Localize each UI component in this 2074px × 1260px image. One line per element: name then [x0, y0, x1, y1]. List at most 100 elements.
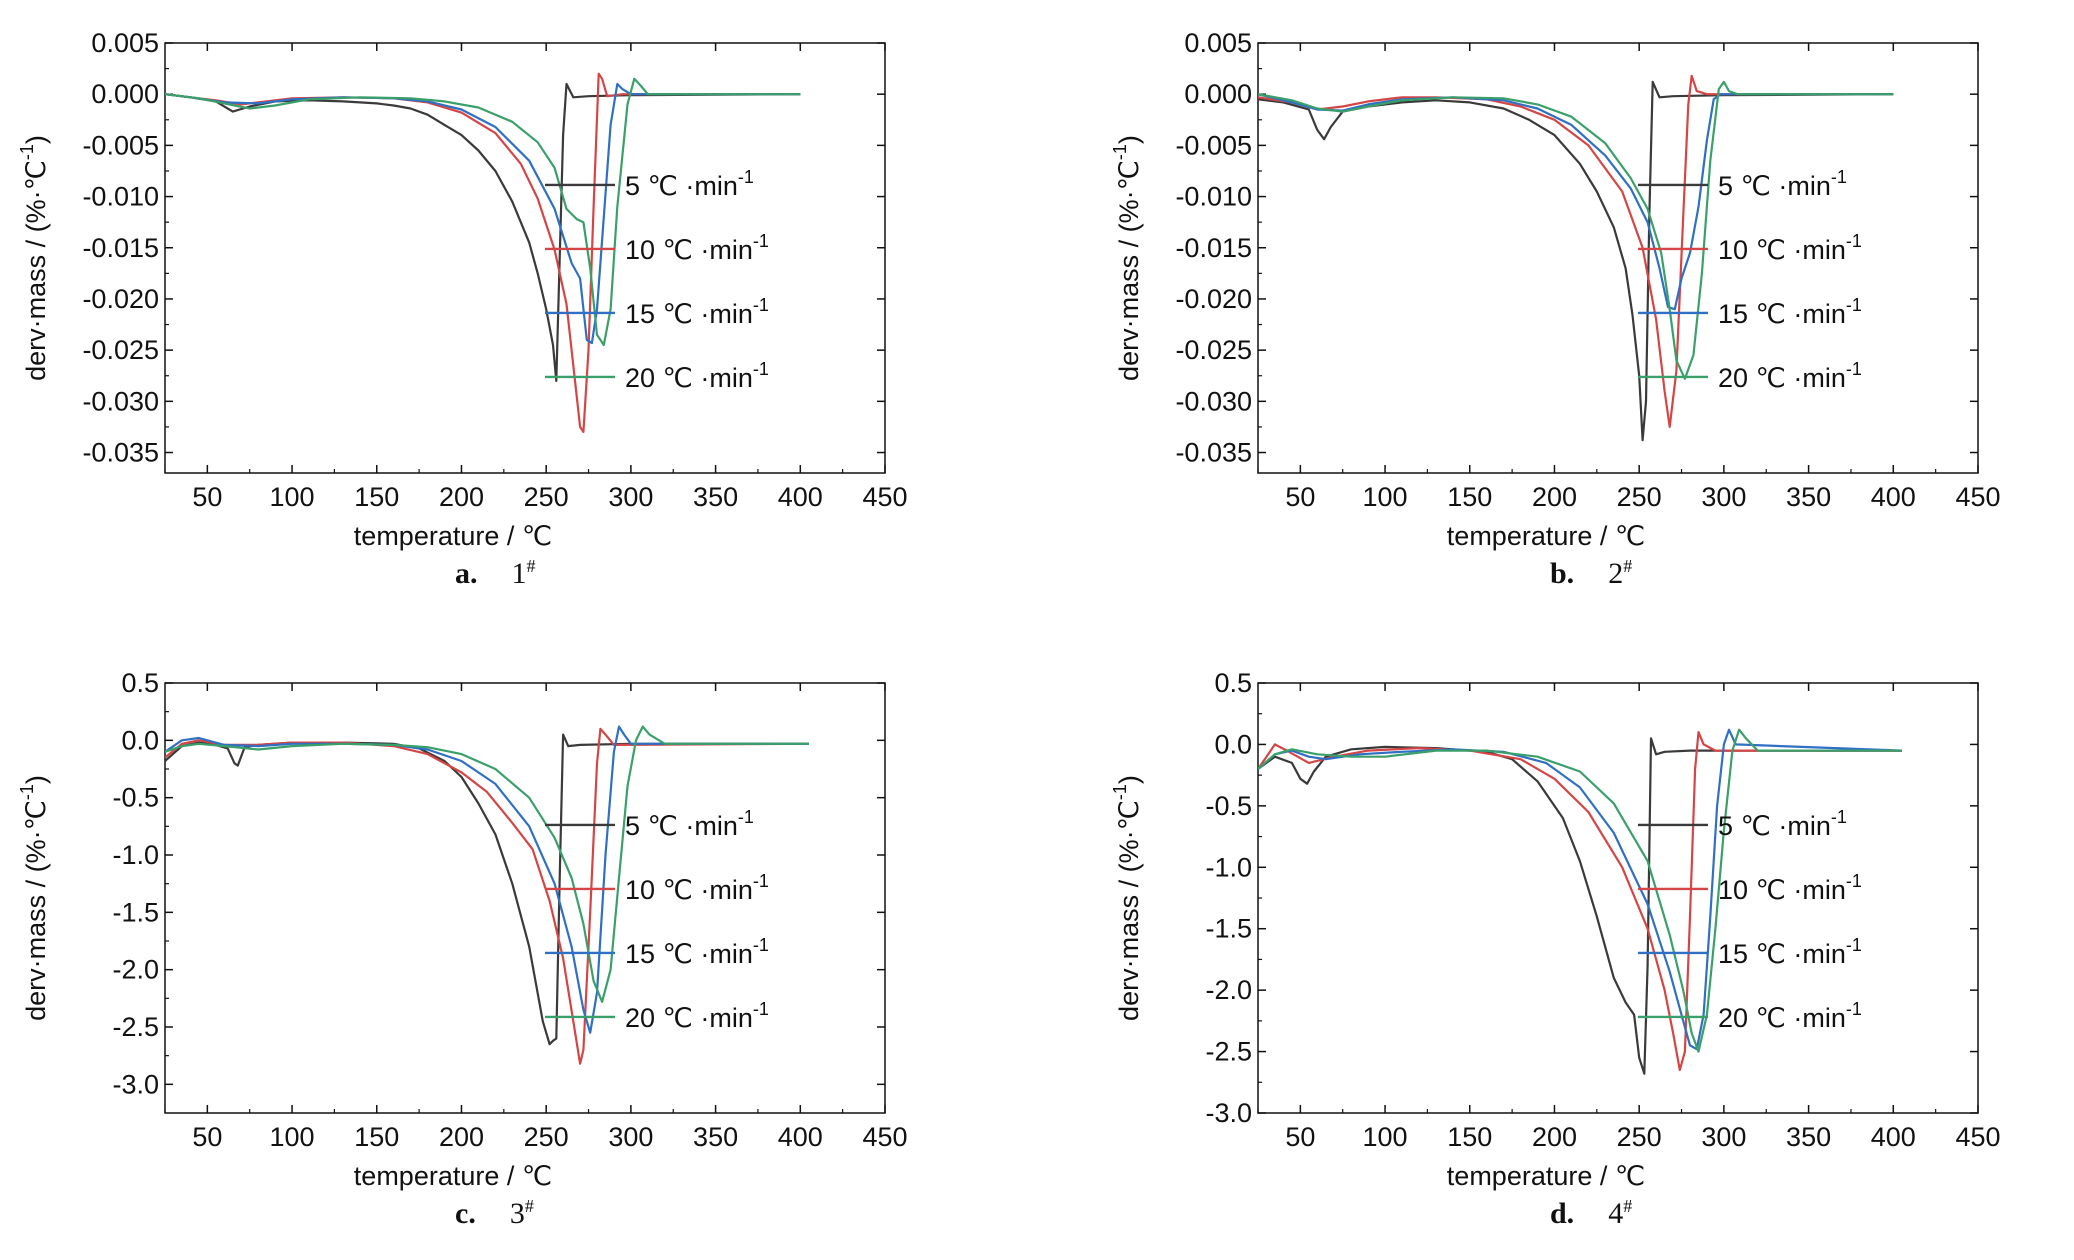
x-tick-label: 400 [1871, 1122, 1916, 1152]
series-line-4 [165, 725, 809, 1003]
x-tick-label: 400 [1871, 482, 1916, 512]
x-tick-label: 150 [354, 1122, 399, 1152]
x-tick-label: 100 [1363, 482, 1408, 512]
y-tick-label: -2.0 [1205, 975, 1252, 1005]
legend-label-4: 20 ℃ ·min-1 [1718, 999, 1862, 1033]
legend-label-main: 15 ℃ ·min [1718, 299, 1846, 329]
legend-label-main: 20 ℃ ·min [1718, 363, 1846, 393]
x-tick-label: 400 [778, 482, 823, 512]
legend-label-sup: -1 [753, 871, 769, 891]
series-line-2 [1258, 74, 1894, 428]
y-tick-label: 0.5 [121, 668, 159, 698]
panel-caption-3: c. 3# [455, 1196, 534, 1231]
y-axis-title: derv·mass / (%·℃-1) [1110, 135, 1144, 381]
plot-frame [164, 42, 886, 474]
x-tick-label: 250 [524, 482, 569, 512]
y-tick-label: -0.015 [1175, 233, 1252, 263]
x-tick-label: 250 [524, 1122, 569, 1152]
x-tick-label: 200 [1532, 1122, 1577, 1152]
y-tick-label: -0.005 [1175, 130, 1252, 160]
y-tick-label: -0.020 [82, 284, 159, 314]
legend-label-main: 10 ℃ ·min [625, 235, 753, 265]
legend-label-main: 5 ℃ ·min [1718, 171, 1831, 201]
legend-label-2: 10 ℃ ·min-1 [1718, 871, 1862, 905]
legend-label-2: 10 ℃ ·min-1 [1718, 231, 1862, 265]
legend-label-1: 5 ℃ ·min-1 [625, 807, 754, 841]
legend-label-sup: -1 [1831, 167, 1847, 187]
legend-label-sup: -1 [753, 999, 769, 1019]
plot-frame [1257, 42, 1979, 474]
panel-letter: d. [1550, 1197, 1575, 1230]
x-tick-label: 450 [862, 1122, 907, 1152]
y-tick-label: -0.015 [82, 233, 159, 263]
x-tick-label: 50 [1285, 1122, 1315, 1152]
x-tick-label: 150 [1447, 1122, 1492, 1152]
x-tick-label: 250 [1617, 1122, 1662, 1152]
y-tick-label: 0.005 [91, 28, 159, 58]
y-axis-title-sup: -1 [17, 784, 37, 800]
y-axis-title-main: derv·mass / (%·℃ [1114, 800, 1144, 1021]
x-tick-label: 350 [693, 482, 738, 512]
x-tick-label: 100 [270, 1122, 315, 1152]
legend-label-3: 15 ℃ ·min-1 [625, 295, 769, 329]
legend-label-main: 15 ℃ ·min [625, 299, 753, 329]
y-tick-label: 0.0 [121, 725, 159, 755]
y-tick-label: -2.5 [1205, 1037, 1252, 1067]
x-axis-title: temperature / ℃ [1447, 1161, 1645, 1191]
x-axis-title: temperature / ℃ [1447, 521, 1645, 551]
y-axis-title-sup: -1 [1110, 784, 1130, 800]
y-tick-label: -3.0 [1205, 1098, 1252, 1128]
y-tick-label: 0.000 [1184, 79, 1252, 109]
legend-label-1: 5 ℃ ·min-1 [1718, 807, 1847, 841]
series-line-4 [1258, 728, 1902, 1053]
y-tick-label: -0.025 [1175, 335, 1252, 365]
y-axis-title-close: ) [1114, 775, 1144, 784]
y-tick-label: -0.010 [82, 182, 159, 212]
panel-sample: 2 [1608, 557, 1624, 590]
y-axis-title-close: ) [21, 135, 51, 144]
series-line-2 [1258, 731, 1902, 1072]
y-tick-label: -0.025 [82, 335, 159, 365]
y-tick-label: -0.5 [112, 783, 159, 813]
y-axis-title-close: ) [21, 775, 51, 784]
y-tick-label: -1.0 [1205, 852, 1252, 882]
y-tick-label: 0.000 [91, 79, 159, 109]
y-tick-label: -0.035 [82, 438, 159, 468]
legend-label-main: 10 ℃ ·min [1718, 875, 1846, 905]
legend-label-sup: -1 [738, 167, 754, 187]
x-tick-label: 300 [1701, 1122, 1746, 1152]
x-axis-title: temperature / ℃ [354, 521, 552, 551]
legend-label-4: 20 ℃ ·min-1 [625, 359, 769, 393]
y-axis-title-close: ) [1114, 135, 1144, 144]
legend-label-2: 10 ℃ ·min-1 [625, 871, 769, 905]
legend-label-main: 15 ℃ ·min [1718, 939, 1846, 969]
y-tick-label: -1.5 [112, 897, 159, 927]
legend-label-main: 20 ℃ ·min [625, 363, 753, 393]
y-tick-label: -1.5 [1205, 914, 1252, 944]
y-tick-label: -0.035 [1175, 438, 1252, 468]
panel-caption-1: a. 1# [455, 556, 536, 591]
x-tick-label: 150 [354, 482, 399, 512]
x-tick-label: 200 [439, 1122, 484, 1152]
y-tick-label: -2.5 [112, 1012, 159, 1042]
legend-label-sup: -1 [753, 295, 769, 315]
y-axis-title-main: derv·mass / (%·℃ [21, 160, 51, 381]
panel-sample-sup: # [1623, 1196, 1633, 1216]
legend-label-main: 20 ℃ ·min [1718, 1003, 1846, 1033]
legend-label-sup: -1 [1846, 295, 1862, 315]
y-axis-title-main: derv·mass / (%·℃ [21, 800, 51, 1021]
panel-sample-sup: # [526, 556, 536, 576]
panel-caption-4: d. 4# [1550, 1196, 1632, 1231]
legend-label-3: 15 ℃ ·min-1 [625, 935, 769, 969]
x-tick-label: 300 [608, 1122, 653, 1152]
panel-letter: c. [455, 1197, 476, 1230]
legend-label-4: 20 ℃ ·min-1 [625, 999, 769, 1033]
x-tick-label: 350 [693, 1122, 738, 1152]
y-axis-title: derv·mass / (%·℃-1) [17, 775, 51, 1021]
x-tick-label: 350 [1786, 482, 1831, 512]
x-axis-title: temperature / ℃ [354, 1161, 552, 1191]
legend-label-sup: -1 [1846, 999, 1862, 1019]
